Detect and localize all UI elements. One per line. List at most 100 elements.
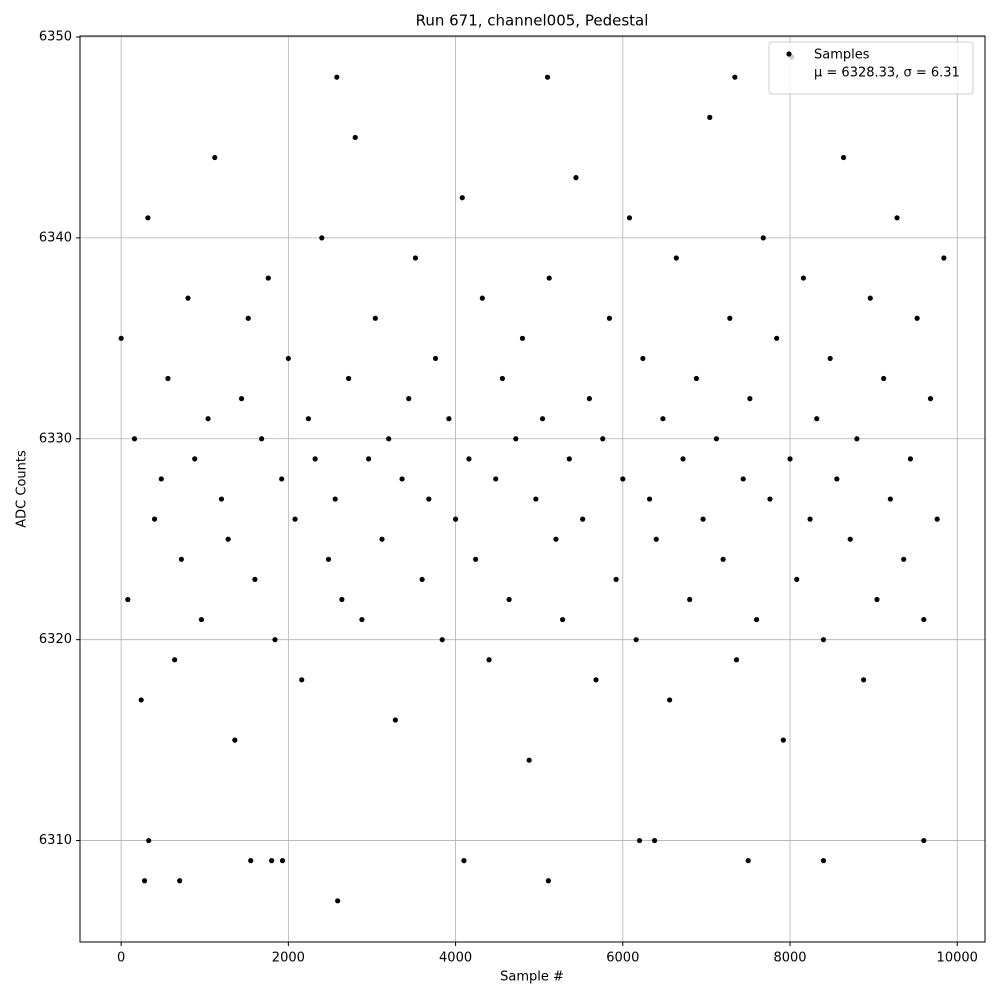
- x-tick-label: 0: [117, 951, 125, 966]
- point: [345, 375, 352, 382]
- point: [774, 335, 780, 341]
- point: [573, 175, 579, 181]
- point: [707, 114, 713, 120]
- point: [720, 556, 726, 562]
- point: [506, 596, 512, 603]
- point: [941, 255, 947, 261]
- point: [545, 878, 551, 884]
- point: [526, 757, 532, 763]
- x-tick-label: 6000: [606, 951, 639, 966]
- point: [733, 657, 740, 663]
- point: [412, 255, 419, 261]
- point: [820, 858, 827, 864]
- point: [827, 355, 833, 362]
- point: [252, 576, 258, 582]
- point: [366, 456, 372, 462]
- point: [787, 456, 793, 462]
- point: [553, 536, 559, 542]
- point: [269, 858, 275, 864]
- point: [613, 576, 619, 582]
- point: [914, 315, 920, 321]
- point: [461, 858, 467, 864]
- point: [218, 496, 225, 502]
- point: [339, 596, 345, 603]
- point: [145, 215, 151, 221]
- point: [439, 637, 445, 643]
- point: [473, 556, 479, 562]
- point: [513, 436, 519, 442]
- point: [600, 436, 606, 442]
- legend-box: [768, 41, 974, 95]
- point: [352, 134, 358, 141]
- point: [934, 516, 940, 522]
- point: [544, 74, 551, 80]
- point: [807, 516, 813, 522]
- legend-marker: [786, 51, 792, 57]
- point: [325, 556, 332, 562]
- point: [446, 416, 452, 422]
- x-tick-label: 10000: [937, 951, 978, 966]
- point: [881, 375, 887, 382]
- legend-note: μ = 6328.33, σ = 6.31: [814, 66, 960, 81]
- point: [700, 516, 706, 522]
- point: [426, 496, 432, 502]
- point: [232, 737, 238, 743]
- point: [646, 496, 653, 502]
- point: [192, 456, 198, 462]
- point: [245, 315, 251, 321]
- point: [452, 516, 459, 522]
- point: [305, 416, 312, 422]
- point: [151, 516, 158, 522]
- point: [847, 536, 853, 542]
- point: [626, 215, 633, 221]
- point: [586, 396, 592, 402]
- point: [747, 396, 753, 402]
- point: [386, 436, 392, 442]
- point: [820, 637, 827, 643]
- legend-label: Samples: [814, 48, 870, 63]
- y-tick-label: 6340: [39, 230, 72, 245]
- x-axis-label: Sample #: [500, 970, 564, 985]
- point: [259, 436, 265, 442]
- point: [198, 616, 205, 623]
- point: [660, 416, 666, 422]
- point: [834, 476, 840, 482]
- point: [146, 837, 152, 844]
- y-axis-label: ADC Counts: [15, 450, 30, 528]
- point: [693, 375, 699, 382]
- point: [760, 235, 766, 241]
- point: [205, 416, 211, 422]
- point: [539, 416, 546, 422]
- point: [894, 215, 900, 221]
- point: [299, 677, 305, 683]
- point: [279, 858, 286, 864]
- point: [854, 436, 860, 442]
- point: [419, 576, 425, 582]
- point: [620, 476, 626, 482]
- point: [272, 637, 278, 643]
- point: [921, 616, 927, 623]
- point: [593, 677, 599, 683]
- point: [178, 556, 184, 562]
- point: [921, 837, 927, 844]
- point: [138, 697, 144, 703]
- series: [118, 54, 947, 904]
- y-tick-label: 6350: [39, 30, 72, 45]
- point: [800, 275, 806, 281]
- point: [780, 737, 786, 743]
- point: [794, 576, 800, 582]
- point: [265, 275, 271, 281]
- point: [225, 536, 231, 542]
- point: [840, 154, 847, 161]
- x-tick-label: 4000: [439, 951, 472, 966]
- point: [732, 74, 738, 80]
- point: [165, 375, 171, 382]
- point: [860, 677, 867, 683]
- point: [141, 878, 148, 884]
- point: [651, 837, 658, 844]
- point: [814, 416, 820, 422]
- y-tick-label: 6320: [39, 632, 72, 647]
- point: [432, 355, 439, 362]
- point: [633, 637, 639, 643]
- point: [499, 375, 506, 382]
